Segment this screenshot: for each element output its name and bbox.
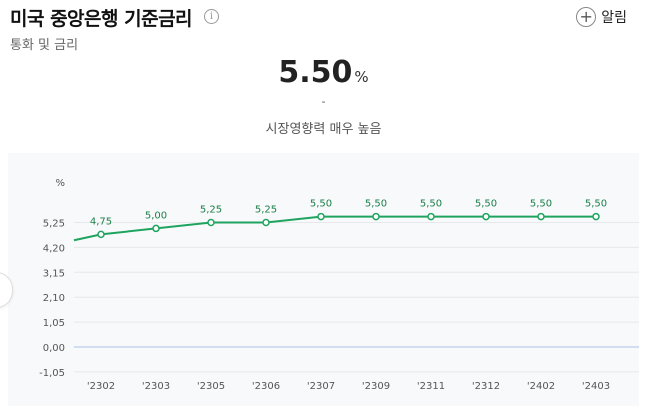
data-label: 5,50 — [530, 199, 552, 210]
data-point — [427, 212, 435, 221]
category-subtitle[interactable]: 통화 및 금리 — [10, 38, 79, 53]
y-tick-label: 0,00 — [43, 343, 65, 354]
alarm-label: 알림 — [601, 10, 627, 26]
data-label: 5,25 — [255, 205, 277, 216]
data-label: 5,50 — [310, 199, 332, 210]
rate-unit: % — [354, 68, 369, 86]
data-label: 5,00 — [145, 210, 167, 221]
data-label: 4,75 — [90, 216, 112, 227]
market-impact: 시장영향력 매우 높음 — [265, 122, 382, 137]
page-title: 미국 중앙은행 기준금리 — [10, 8, 193, 30]
x-tick-label: '2306 — [252, 381, 280, 392]
y-tick-label: 3,15 — [43, 268, 65, 279]
data-label: 5,50 — [365, 199, 387, 210]
y-tick-label: 5,25 — [43, 219, 65, 230]
plus-circle-icon: + — [576, 7, 597, 27]
data-point — [537, 212, 545, 221]
data-label: 5,50 — [475, 199, 497, 210]
data-point — [482, 212, 490, 221]
data-point — [207, 218, 215, 227]
data-label: 5,25 — [200, 205, 222, 216]
x-tick-label: '2309 — [362, 381, 390, 392]
rate-value: 5.50 — [278, 55, 353, 90]
y-tick-label: 1,05 — [43, 318, 65, 329]
alarm-button[interactable]: + 알림 — [576, 6, 627, 28]
chart-panel: % 5,25 4,20 3,15 2,10 1,05 0,00 -1,05 '2302 '2303… — [8, 153, 639, 406]
data-point — [372, 212, 380, 221]
x-tick-label: '2303 — [142, 381, 170, 392]
y-unit-label: % — [55, 178, 65, 189]
rate-change: - — [321, 95, 326, 108]
y-tick-label: 4,20 — [43, 243, 65, 254]
x-tick-label: '2307 — [307, 381, 335, 392]
x-tick-label: '2305 — [197, 381, 225, 392]
data-point — [152, 224, 160, 233]
x-tick-label: '2302 — [87, 381, 115, 392]
info-icon[interactable]: i — [204, 9, 219, 24]
data-point — [262, 218, 270, 227]
data-label: 5,50 — [420, 199, 442, 210]
x-tick-label: '2311 — [417, 381, 445, 392]
x-tick-label: '2312 — [472, 381, 500, 392]
y-tick-label: -1,05 — [39, 368, 65, 379]
data-label: 5,50 — [585, 199, 607, 210]
current-rate: 5.50% — [0, 55, 647, 90]
y-tick-label: 2,10 — [43, 293, 65, 304]
rate-line-chart[interactable]: % 5,25 4,20 3,15 2,10 1,05 0,00 -1,05 '2302 '2303… — [8, 153, 639, 406]
data-point — [317, 212, 325, 221]
data-point — [592, 212, 600, 221]
data-point — [97, 230, 105, 239]
x-tick-label: '2402 — [527, 381, 555, 392]
x-tick-label: '2403 — [582, 381, 610, 392]
